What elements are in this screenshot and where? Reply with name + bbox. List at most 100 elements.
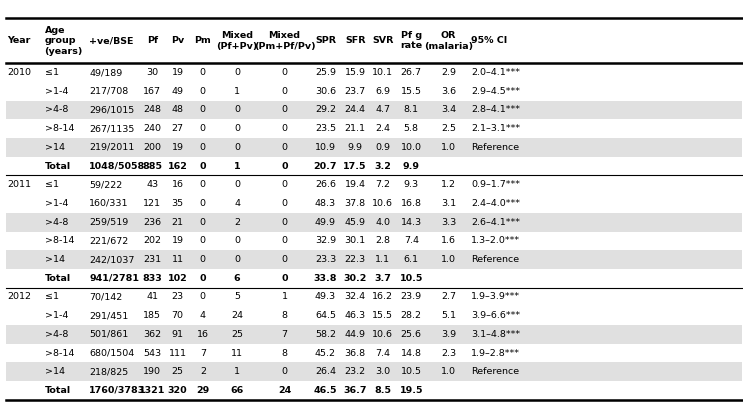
Text: 0: 0 <box>282 106 288 115</box>
Text: 16: 16 <box>197 330 209 339</box>
Text: 0: 0 <box>282 162 288 171</box>
Text: 291/451: 291/451 <box>89 311 129 320</box>
Text: 10.5: 10.5 <box>400 274 423 283</box>
Text: 25.6: 25.6 <box>400 330 422 339</box>
Text: 6.1: 6.1 <box>403 255 419 264</box>
Text: 16.2: 16.2 <box>372 293 393 302</box>
Text: 5.8: 5.8 <box>403 124 419 133</box>
Text: 70/142: 70/142 <box>89 293 123 302</box>
Text: 0: 0 <box>282 218 288 227</box>
Text: 1: 1 <box>234 87 240 96</box>
Text: 9.9: 9.9 <box>348 143 363 152</box>
Text: 4: 4 <box>234 199 240 208</box>
Text: 24: 24 <box>278 386 291 395</box>
Text: 24.4: 24.4 <box>345 106 366 115</box>
Text: 45.9: 45.9 <box>345 218 366 227</box>
Text: 2.5: 2.5 <box>441 124 456 133</box>
Text: 162: 162 <box>168 162 187 171</box>
Text: 885: 885 <box>143 162 162 171</box>
Text: 0: 0 <box>234 143 240 152</box>
Text: Year: Year <box>7 36 30 45</box>
Text: 267/1135: 267/1135 <box>89 124 134 133</box>
Text: 14.8: 14.8 <box>400 348 422 357</box>
Text: 1.6: 1.6 <box>441 236 456 245</box>
Text: 362: 362 <box>143 330 161 339</box>
Text: 1048/5058: 1048/5058 <box>89 162 146 171</box>
Text: 0: 0 <box>200 180 206 189</box>
Text: Pf: Pf <box>147 36 158 45</box>
Text: 0: 0 <box>234 106 240 115</box>
Text: Pm: Pm <box>195 36 211 45</box>
Text: 2.9: 2.9 <box>441 68 456 77</box>
Text: 35: 35 <box>172 199 184 208</box>
Text: Total: Total <box>45 386 71 395</box>
Text: 0: 0 <box>200 106 206 115</box>
Text: 29: 29 <box>196 386 210 395</box>
Text: >4-8: >4-8 <box>45 330 68 339</box>
Text: 221/672: 221/672 <box>89 236 129 245</box>
Text: 0.9–1.7***: 0.9–1.7*** <box>471 180 520 189</box>
Text: Mixed
(Pf+Pv): Mixed (Pf+Pv) <box>216 31 258 51</box>
Text: 30: 30 <box>146 68 158 77</box>
Text: 48: 48 <box>172 106 184 115</box>
Text: 8.5: 8.5 <box>374 386 391 395</box>
Text: 26.6: 26.6 <box>315 180 336 189</box>
Text: 102: 102 <box>168 274 187 283</box>
Text: 296/1015: 296/1015 <box>89 106 134 115</box>
Text: 41: 41 <box>146 293 158 302</box>
Text: 23.5: 23.5 <box>315 124 336 133</box>
Text: 7: 7 <box>282 330 288 339</box>
Text: 0: 0 <box>200 236 206 245</box>
Text: 0: 0 <box>234 68 240 77</box>
Text: 1.1: 1.1 <box>375 255 390 264</box>
Text: 1: 1 <box>234 162 240 171</box>
Text: 21: 21 <box>172 218 184 227</box>
Text: 21.1: 21.1 <box>345 124 366 133</box>
Text: >4-8: >4-8 <box>45 218 68 227</box>
Text: 33.8: 33.8 <box>314 274 337 283</box>
Text: 0: 0 <box>282 87 288 96</box>
Text: 0: 0 <box>200 68 206 77</box>
Text: 25.9: 25.9 <box>315 68 336 77</box>
Text: +ve/BSE: +ve/BSE <box>89 36 134 45</box>
Text: 8: 8 <box>282 348 288 357</box>
Text: 0: 0 <box>234 255 240 264</box>
Text: OR
(malaria): OR (malaria) <box>424 31 473 51</box>
Text: 9.9: 9.9 <box>403 162 420 171</box>
Text: 14.3: 14.3 <box>400 218 422 227</box>
Text: 219/2011: 219/2011 <box>89 143 134 152</box>
Text: 48.3: 48.3 <box>315 199 336 208</box>
Text: 2012: 2012 <box>7 293 31 302</box>
Text: 5.1: 5.1 <box>441 311 456 320</box>
Text: 218/825: 218/825 <box>89 367 129 376</box>
Text: 32.9: 32.9 <box>315 236 336 245</box>
Text: 95% CI: 95% CI <box>471 36 507 45</box>
Text: 10.1: 10.1 <box>372 68 393 77</box>
Text: 64.5: 64.5 <box>315 311 336 320</box>
Text: 19: 19 <box>172 68 184 77</box>
Text: 1.3–2.0***: 1.3–2.0*** <box>471 236 520 245</box>
Text: 0: 0 <box>200 218 206 227</box>
Text: 49: 49 <box>172 87 184 96</box>
Text: 231: 231 <box>143 255 161 264</box>
Text: 0: 0 <box>282 255 288 264</box>
Text: 190: 190 <box>143 367 161 376</box>
Text: 0: 0 <box>200 274 206 283</box>
Text: 26.7: 26.7 <box>400 68 422 77</box>
Text: 66: 66 <box>230 386 244 395</box>
Text: 2.7: 2.7 <box>441 293 456 302</box>
Text: >8-14: >8-14 <box>45 124 74 133</box>
Text: 0: 0 <box>234 180 240 189</box>
Text: 70: 70 <box>172 311 184 320</box>
Text: 91: 91 <box>172 330 184 339</box>
Text: Pv: Pv <box>171 36 184 45</box>
Text: 3.4: 3.4 <box>441 106 456 115</box>
Text: 10.5: 10.5 <box>400 367 422 376</box>
Text: 320: 320 <box>168 386 187 395</box>
Text: >1-4: >1-4 <box>45 199 68 208</box>
Text: 32.4: 32.4 <box>345 293 366 302</box>
Text: 1.9–2.8***: 1.9–2.8*** <box>471 348 520 357</box>
Text: 45.2: 45.2 <box>315 348 336 357</box>
Text: 501/861: 501/861 <box>89 330 129 339</box>
Text: 7.4: 7.4 <box>375 348 390 357</box>
